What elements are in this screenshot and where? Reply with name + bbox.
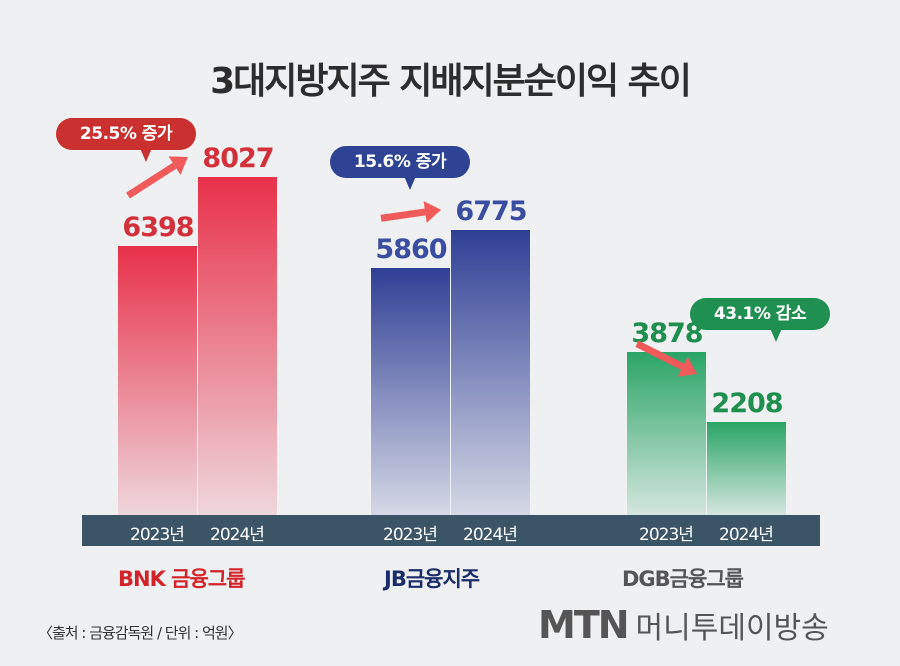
chart-title: 3대지방지주 지배지분순이익 추이 (210, 61, 692, 102)
arrow-shaft (635, 340, 685, 370)
bubble-tail (404, 176, 416, 190)
arrow-head (168, 156, 188, 175)
bar (198, 177, 277, 515)
change-bubble: 15.6% 증가 (330, 146, 470, 190)
bar (707, 422, 786, 515)
bar (371, 268, 450, 515)
arrow-shaft (126, 162, 177, 199)
change-bubble: 43.1% 감소 (690, 298, 830, 342)
x-axis-band (82, 515, 820, 546)
data-label: 2208 (711, 388, 783, 420)
logo-dgb: DGB금융그룹 (622, 567, 744, 591)
bar (118, 245, 197, 515)
source-note: 〈출처 : 금융감독원 / 단위 : 억원〉 (38, 624, 243, 642)
arrow-head (677, 356, 697, 377)
data-label: 6775 (455, 195, 527, 227)
brand-name: MTN (538, 603, 630, 647)
x-tick-label: 2024년 (210, 525, 265, 545)
x-tick-label: 2024년 (463, 525, 518, 545)
change-bubble: 25.5% 증가 (56, 118, 196, 162)
data-label: 8027 (202, 143, 274, 174)
x-tick-label: 2023년 (130, 525, 185, 545)
arrow-shaft (380, 208, 426, 222)
logo-bnk: BNK 금융그룹 (118, 567, 245, 591)
x-tick-label: 2023년 (639, 525, 694, 545)
bar (627, 351, 706, 515)
x-tick-label: 2023년 (383, 525, 438, 545)
x-tick-label: 2024년 (719, 525, 774, 545)
logo-jb: JB금융지주 (384, 567, 480, 591)
brand-sub: 머니투데이방송 (635, 611, 829, 646)
data-label: 5860 (375, 234, 447, 266)
bar (451, 229, 530, 515)
mtn-logo: MTN 머니투데이방송 (538, 603, 829, 647)
arrow-head (423, 201, 441, 223)
bubble-tail (770, 328, 782, 342)
bubble-tail (140, 148, 152, 162)
data-label: 6398 (122, 211, 194, 243)
